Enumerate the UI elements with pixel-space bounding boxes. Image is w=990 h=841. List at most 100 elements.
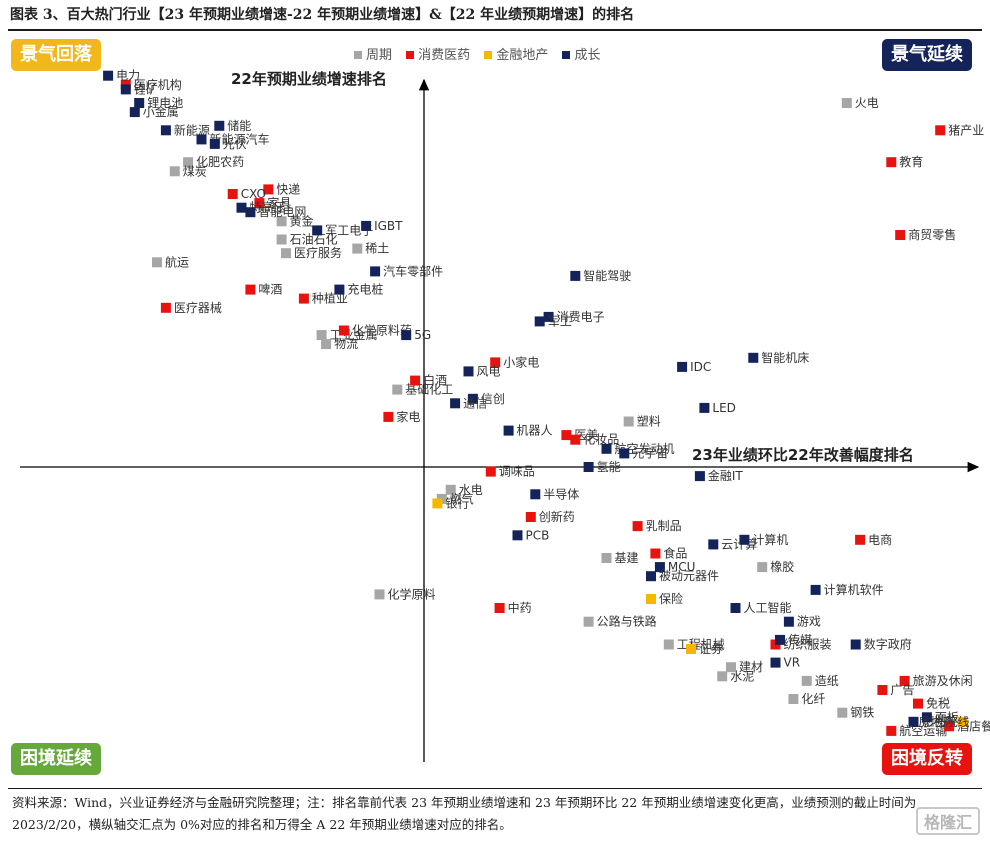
point-marker: [543, 311, 554, 322]
point-label: 化纤: [801, 692, 825, 706]
point-marker: [401, 330, 412, 341]
quadrant-label-top-right: 景气延续: [882, 39, 972, 71]
point-label: 黄金: [290, 213, 314, 228]
point-label: 小家电: [503, 354, 539, 369]
point-marker: [921, 712, 932, 723]
point-marker: [276, 216, 287, 227]
point-marker: [694, 471, 705, 482]
point-marker: [134, 98, 145, 108]
point-marker: [570, 434, 581, 445]
point-label: 化学原料: [388, 586, 436, 601]
point-label: 广告: [890, 683, 914, 697]
point-label: 建材: [739, 660, 763, 674]
point-marker: [338, 325, 349, 336]
point-label: 智能驾驶: [583, 268, 631, 283]
point-label: 免税: [926, 696, 950, 711]
point-marker: [913, 698, 923, 709]
legend-swatch: [562, 51, 571, 59]
legend-label: 消费医药: [418, 48, 471, 63]
point-marker: [160, 125, 171, 136]
point-label: 航空发动机: [615, 441, 675, 456]
point-label: 新能源: [174, 122, 210, 137]
x-axis-label: 23年业绩环比22年改善幅度排名: [692, 446, 914, 464]
point-marker: [534, 316, 545, 327]
chart-title: 图表 3、百大热门行业【23 年预期业绩增速-22 年预期业绩增速】&【22 年…: [10, 7, 635, 23]
point-marker: [312, 225, 323, 236]
point-marker: [583, 462, 594, 472]
point-marker: [263, 184, 274, 195]
point-marker: [908, 716, 919, 727]
point-label: 水泥: [730, 669, 754, 683]
point-marker: [236, 202, 247, 213]
point-label: 医美: [574, 428, 598, 442]
point-marker: [227, 189, 238, 199]
point-marker: [632, 521, 643, 532]
point-marker: [935, 125, 946, 136]
point-marker: [601, 553, 612, 563]
quadrant-label-bottom-left: 困境延续: [11, 743, 101, 775]
point-label: 被动元器件: [659, 569, 719, 583]
point-marker: [739, 534, 750, 545]
point-label: 旅游及休闲: [913, 674, 973, 688]
point-marker: [370, 266, 381, 277]
point-marker: [334, 284, 345, 295]
legend-label: 金融地产: [496, 48, 549, 63]
point-label: 数字政府: [864, 637, 912, 652]
point-marker: [196, 134, 207, 145]
point-label: 金融IT: [708, 468, 744, 483]
point-marker: [512, 530, 523, 541]
legend-swatch: [354, 51, 362, 59]
point-marker: [677, 361, 688, 372]
point-label: 基建: [615, 551, 639, 565]
point-marker: [410, 375, 421, 386]
point-marker: [245, 207, 256, 218]
point-marker: [601, 443, 612, 454]
point-label: LED: [712, 401, 736, 415]
point-label: 锂电池: [147, 95, 183, 110]
point-label: 白酒: [423, 373, 447, 388]
point-marker: [383, 411, 394, 422]
point-label: 新能源汽车: [210, 131, 270, 146]
point-label: 燃气: [450, 491, 474, 506]
point-marker: [450, 398, 461, 409]
point-label: 氢能: [597, 459, 621, 474]
point-marker: [245, 284, 256, 295]
point-label: IDC: [690, 360, 711, 374]
point-label: 汽车零部件: [383, 263, 443, 278]
point-label: 证券: [699, 641, 723, 656]
point-marker: [770, 657, 781, 668]
point-label: 医疗服务: [294, 245, 342, 260]
point-label: 中药: [508, 600, 532, 615]
point-label: IGBT: [374, 219, 403, 233]
point-label: 化妆品: [583, 433, 619, 447]
legend-item-finance: 金融地产: [484, 44, 548, 63]
point-label: 化学原料药: [352, 323, 412, 338]
point-label: 元宇宙: [632, 445, 668, 460]
point-label: 快递: [276, 182, 300, 196]
point-marker: [129, 107, 140, 118]
point-marker: [899, 675, 910, 686]
source-footnote: 资料来源：Wind，兴业证券经济与金融研究院整理；注：排名靠前代表 23 年预期…: [12, 795, 917, 832]
point-marker: [254, 198, 265, 209]
point-marker: [748, 352, 759, 363]
watermark-logo: 格隆汇: [915, 807, 980, 835]
point-label: 5G: [414, 328, 431, 342]
point-label: 消费电子: [557, 310, 605, 324]
point-label: 家电: [396, 409, 420, 424]
point-label: 调味品: [499, 465, 535, 479]
legend-item-consumer: 消费医药: [406, 44, 470, 63]
point-marker: [583, 616, 594, 627]
point-marker: [699, 402, 710, 413]
point-marker: [570, 270, 581, 281]
legend-item-growth: 成长: [562, 44, 600, 63]
point-marker: [957, 716, 968, 727]
point-label: 化肥农药: [196, 155, 244, 169]
point-marker: [321, 339, 332, 350]
point-marker: [654, 562, 665, 573]
point-marker: [837, 707, 848, 718]
point-marker: [503, 425, 514, 436]
point-label: 充电桩: [347, 282, 383, 297]
point-marker: [281, 248, 291, 259]
point-label: 食品: [663, 546, 687, 561]
